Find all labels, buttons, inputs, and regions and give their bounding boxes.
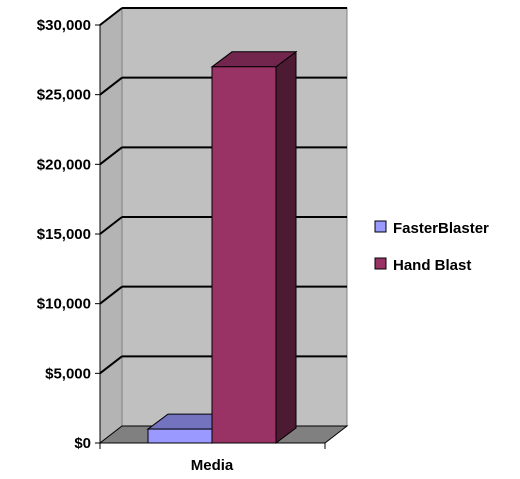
gridline-side bbox=[99, 7, 123, 26]
gridline-side bbox=[99, 285, 123, 305]
bar-front bbox=[211, 66, 277, 444]
category-axis: Media bbox=[191, 457, 234, 474]
bar-front bbox=[147, 428, 213, 444]
category-label: Media bbox=[191, 457, 234, 474]
value-axis-tick-label: $15,000 bbox=[37, 226, 91, 243]
legend-label-hand-blast: Hand Blast bbox=[393, 257, 471, 274]
value-axis-tick-label: $5,000 bbox=[45, 365, 91, 382]
value-axis-tick-label: $25,000 bbox=[37, 87, 91, 104]
legend: FasterBlaster Hand Blast bbox=[364, 212, 520, 280]
bars bbox=[146, 50, 298, 444]
gridline-side bbox=[99, 146, 123, 166]
gridline-side bbox=[99, 216, 123, 235]
gridline-side bbox=[99, 76, 123, 96]
legend-swatch-hand-blast bbox=[374, 257, 387, 270]
bar-side bbox=[275, 50, 297, 444]
legend-label-fasterblaster: FasterBlaster bbox=[393, 220, 489, 237]
legend-box bbox=[364, 212, 520, 280]
legend-swatch-fasterblaster bbox=[374, 220, 387, 233]
value-axis-tick-label: $20,000 bbox=[37, 156, 91, 173]
gridline-side bbox=[99, 355, 123, 375]
value-axis: $0 $5,000 $10,000 $15,000 $20,000 $25,000 $30,… bbox=[37, 17, 326, 452]
value-axis-tick-label: $30,000 bbox=[37, 17, 91, 34]
value-axis-tick-label: $10,000 bbox=[37, 296, 91, 313]
value-axis-tick-label: $0 bbox=[74, 435, 91, 452]
bar-hand-blast bbox=[210, 50, 298, 444]
